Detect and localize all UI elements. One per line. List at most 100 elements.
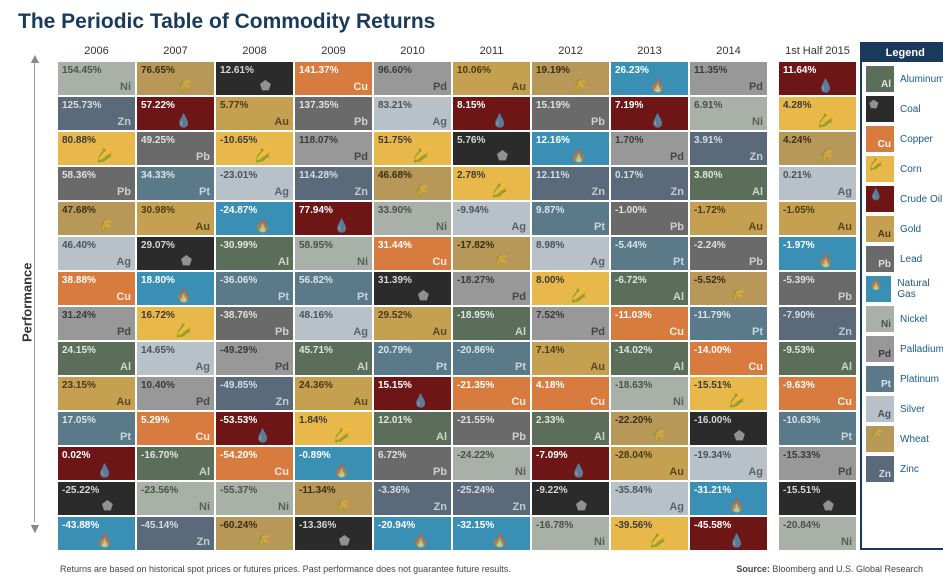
return-cell: -31.21%🔥 — [690, 482, 767, 515]
return-cell: 31.44%Cu — [374, 237, 451, 270]
cell-pct: 4.18% — [536, 380, 564, 391]
return-cell: -18.63%Ni — [611, 377, 688, 410]
cell-pct: 31.44% — [378, 240, 412, 251]
cell-pct: -20.84% — [783, 520, 820, 531]
cell-pct: -25.22% — [62, 485, 99, 496]
return-cell: -24.22% Ni — [453, 447, 530, 480]
cell-symbol: Zn — [750, 151, 763, 163]
cell-pct: 26.23% — [615, 65, 649, 76]
legend-symbol: Ni — [881, 319, 891, 330]
commodity-icon: 💧 — [492, 113, 508, 129]
cell-symbol: Pb — [117, 186, 131, 198]
return-cell: -24.87%🔥 — [216, 202, 293, 235]
cell-pct: -45.58% — [694, 520, 731, 531]
cell-symbol: Al — [357, 361, 368, 373]
cell-pct: 18.80% — [141, 275, 175, 286]
commodity-icon: 🌾 — [492, 253, 508, 269]
return-cell: 12.11%Zn — [532, 167, 609, 200]
legend-swatch: 🌾 — [866, 426, 894, 452]
cell-pct: -15.33% — [783, 450, 820, 461]
return-cell: -1.00%Pb — [611, 202, 688, 235]
legend-name: Aluminum — [900, 74, 943, 85]
legend-symbol: Al — [881, 79, 891, 90]
commodity-icon: 💧 — [97, 463, 113, 479]
cell-pct: -13.36% — [299, 520, 336, 531]
cell-pct: 6.91% — [694, 100, 722, 111]
cell-symbol: Pd — [433, 81, 447, 93]
cell-pct: 16.72% — [141, 310, 175, 321]
cell-symbol: Pt — [841, 431, 852, 443]
cell-symbol: Pt — [594, 221, 605, 233]
return-cell: 125.73%Zn — [58, 97, 135, 130]
cell-pct: 114.28% — [299, 170, 338, 181]
cell-pct: -24.22% — [457, 450, 494, 461]
cell-symbol: Cu — [353, 81, 368, 93]
legend-name: Zinc — [900, 464, 919, 475]
cell-pct: 8.15% — [457, 100, 485, 111]
legend-item: NiNickel — [866, 306, 943, 332]
cell-pct: -23.56% — [141, 485, 178, 496]
legend-name: Lead — [900, 254, 922, 265]
cell-pct: 80.88% — [62, 135, 96, 146]
return-cell: 6.91%Ni — [690, 97, 767, 130]
cell-pct: 38.88% — [62, 275, 96, 286]
return-cell: -14.00%Cu — [690, 342, 767, 375]
legend-symbol: Zn — [879, 469, 891, 480]
cell-symbol: Ag — [195, 361, 210, 373]
return-cell: -3.36%Zn — [374, 482, 451, 515]
return-cell: -15.51%🌽 — [690, 377, 767, 410]
cell-symbol: Cu — [590, 396, 605, 408]
return-cell: 49.25%Pb — [137, 132, 214, 165]
return-cell: -5.39%Pb — [779, 272, 856, 305]
commodity-icon: 🔥 — [176, 288, 192, 304]
cell-symbol: Al — [673, 361, 684, 373]
cell-symbol: Pd — [117, 326, 131, 338]
cell-symbol: Zn — [118, 116, 131, 128]
return-cell: 51.75%🌽 — [374, 132, 451, 165]
year-header: 2012 — [532, 42, 609, 60]
cell-pct: 1.84% — [299, 415, 327, 426]
commodity-icon: 🌾 — [255, 533, 271, 549]
cell-symbol: Pd — [838, 466, 852, 478]
return-cell: 2.33%Al — [532, 412, 609, 445]
cell-pct: 4.24% — [783, 135, 811, 146]
commodity-icon: 🌾 — [97, 218, 113, 234]
commodity-icon: 💧 — [334, 218, 350, 234]
cell-symbol: Ag — [353, 326, 368, 338]
cell-pct: -20.86% — [457, 345, 494, 356]
return-cell: -11.79%Pt — [690, 307, 767, 340]
cell-symbol: Cu — [748, 361, 763, 373]
legend-item: ⬟Coal — [866, 96, 943, 122]
cell-pct: -22.20% — [615, 415, 652, 426]
legend-item: CuCopper — [866, 126, 943, 152]
return-cell: 57.22%💧 — [137, 97, 214, 130]
cell-symbol: Al — [673, 291, 684, 303]
cell-pct: -38.76% — [220, 310, 257, 321]
cell-symbol: Ni — [199, 501, 210, 513]
cell-symbol: Pb — [512, 431, 526, 443]
commodity-icon: ⬟ — [102, 498, 113, 514]
cell-pct: 20.79% — [378, 345, 412, 356]
cell-pct: 29.07% — [141, 240, 175, 251]
cell-pct: -15.51% — [783, 485, 820, 496]
cell-symbol: Ni — [515, 466, 526, 478]
return-cell: 5.29%Cu — [137, 412, 214, 445]
return-cell: 34.33%Pt — [137, 167, 214, 200]
return-cell: 118.07%Pd — [295, 132, 372, 165]
legend-swatch: Cu — [866, 126, 894, 152]
return-cell: 8.98%Ag — [532, 237, 609, 270]
cell-symbol: Al — [199, 466, 210, 478]
legend-swatch: ⬟ — [866, 96, 894, 122]
cell-pct: -6.72% — [615, 275, 647, 286]
cell-pct: -35.84% — [615, 485, 652, 496]
cell-symbol: Pb — [433, 466, 447, 478]
return-cell: -10.63%Pt — [779, 412, 856, 445]
commodity-icon: ⬟ — [418, 288, 429, 304]
cell-symbol: Ni — [594, 536, 605, 548]
return-cell: 19.19%🌾 — [532, 62, 609, 95]
commodity-icon: 🔥 — [650, 78, 666, 94]
cell-pct: 76.65% — [141, 65, 175, 76]
cell-pct: 49.25% — [141, 135, 175, 146]
commodity-icon: 🔥 — [334, 463, 350, 479]
legend-name: Natural Gas — [897, 278, 943, 300]
